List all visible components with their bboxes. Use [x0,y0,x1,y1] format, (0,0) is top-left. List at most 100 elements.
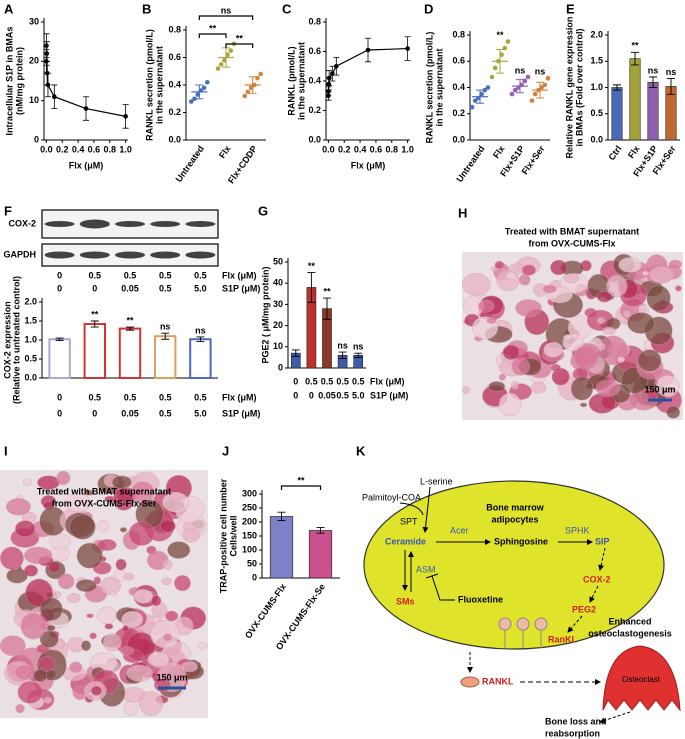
condition-value: 0.5 [159,270,172,280]
blot-label: COX-2 [8,218,36,228]
cell [84,489,94,496]
bar [153,335,177,380]
panel-label: H [458,205,467,220]
cell [162,633,173,641]
significance: ns [353,342,364,352]
arrow [589,585,599,603]
cell [595,379,621,397]
error-bar [323,297,331,320]
cell [579,402,588,408]
point [215,66,221,71]
cell [15,703,25,714]
point [525,74,531,80]
error-bar [613,84,621,91]
bracket [225,43,254,48]
condition-value: 0.5 [124,270,137,280]
y-axis-label: RANKL secretion (pmol/L) [144,29,154,141]
x-tick-label: Ctrl [607,144,624,162]
blot-band [185,251,216,259]
cell [543,341,563,358]
cell [550,363,561,372]
cell [0,546,24,570]
cell [542,284,557,294]
cell [23,546,53,565]
y-tick-label: 40 [273,278,283,288]
y-tick-label: 20 [29,56,39,66]
condition-value: 5.0 [194,283,207,293]
y-axis-label: RANKL (pmol/L) [286,46,296,115]
cell [119,646,135,656]
significance: ns [666,67,677,77]
x-tick-label: Untreated [454,144,486,184]
condition-label: Flx (μM) [222,392,257,402]
cell [109,591,117,596]
cell [162,559,173,570]
cell [138,690,164,716]
point [201,85,207,91]
y-tick-label: 1.5 [24,315,37,325]
cell [622,310,631,318]
node: Sphingosine [494,536,548,546]
node: Bone loss and [545,716,607,726]
y-tick-label: 1.0 [590,82,603,92]
point [205,79,210,85]
condition-label: S1P (μM) [222,408,260,418]
cell [20,612,47,640]
condition-value: 0 [293,376,298,386]
cell [180,661,199,673]
cell [86,613,94,619]
node: RANKL [482,676,514,686]
y-tick-label: 0 [34,134,39,144]
node: RanKL [548,634,578,644]
error-bar [516,79,524,94]
error-bar [291,349,300,357]
cell [511,357,530,376]
receptors [498,617,548,648]
cell [666,405,681,419]
error-bar [338,351,347,359]
error-bar [248,76,257,94]
condition-label: Flx (μM) [222,270,257,280]
cell [488,381,506,392]
cell [606,274,628,298]
blot-band [150,221,181,227]
cell [75,579,97,593]
image-title: Treated with BMAT supernatant [37,486,171,496]
y-tick-label: 0.4 [308,75,321,85]
x-axis-label: Flx (μM) [69,160,104,170]
cell [646,285,671,312]
node: SIP [595,536,610,546]
cell [602,326,616,335]
y-tick-label: 0.8 [308,16,321,26]
x-tick-label: OVX-CUMS-Flx [243,582,288,641]
y-tick-label: 300 [242,488,257,498]
x-tick-label: 1.0 [119,144,132,154]
cell [123,701,138,716]
cell [23,564,39,577]
cell [159,519,176,533]
node: Acer [450,525,469,535]
cell [618,257,642,273]
cell [123,572,135,581]
bar [269,516,294,579]
arrow [422,486,431,533]
cell [17,680,43,704]
cell [119,527,127,533]
condition-value: 0.05 [121,283,139,293]
x-tick-label: 0.0 [322,144,335,154]
x-tick-label: 0.0 [40,144,53,154]
y-tick-label: 10 [273,341,283,351]
condition-value: 5.0 [352,390,365,400]
condition-value: 0.5 [321,376,334,386]
point [492,65,498,71]
cell [530,381,547,394]
adipocyte [363,480,665,650]
blot-label: GAPDH [3,249,36,259]
panel-label: K [356,443,366,458]
point [326,75,332,81]
bar [611,87,623,141]
x-tick-label: Untreated [174,144,206,184]
cell [151,595,162,607]
cell [15,664,35,680]
x-tick-label: 0.6 [88,144,101,154]
